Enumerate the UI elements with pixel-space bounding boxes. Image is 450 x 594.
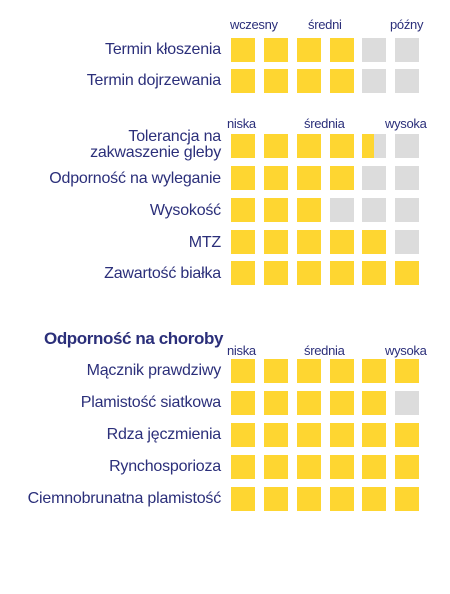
rating-cell-filled xyxy=(330,38,354,62)
rating-cell-filled xyxy=(264,198,288,222)
row-label-barley-rust: Rdza jęczmienia xyxy=(106,426,222,443)
rating-cell-filled xyxy=(395,359,419,383)
rating-cell-filled xyxy=(231,166,255,190)
rating-cell-empty xyxy=(362,166,386,190)
rating-cell-filled xyxy=(264,455,288,479)
rating-cell-empty xyxy=(362,198,386,222)
timing-scale-high: późny xyxy=(390,17,424,32)
rating-cell-filled xyxy=(231,134,255,158)
rating-cell-empty xyxy=(395,230,419,254)
rating-cell-filled xyxy=(231,198,255,222)
disease-scale-mid: średnia xyxy=(304,343,345,358)
rating-cell-filled xyxy=(330,69,354,93)
row-label-acid-tolerance-line1: Tolerancja na xyxy=(128,128,221,145)
rating-cell-filled xyxy=(330,230,354,254)
rating-cell-filled xyxy=(330,134,354,158)
rating-cell-filled xyxy=(395,487,419,511)
rating-cell-empty xyxy=(395,198,419,222)
rating-cell-filled xyxy=(362,391,386,415)
rating-cell-filled xyxy=(362,230,386,254)
disease-scale-low: niska xyxy=(227,343,256,358)
rating-cell-filled xyxy=(362,261,386,285)
rating-cell-filled xyxy=(362,455,386,479)
rating-cell-empty xyxy=(362,38,386,62)
rating-cell-filled xyxy=(264,230,288,254)
rating-cell-partial xyxy=(362,134,386,158)
row-label-scald: Rynchosporioza xyxy=(109,458,221,475)
rating-cell-filled xyxy=(297,455,321,479)
rating-cell-filled xyxy=(395,455,419,479)
disease-scale-high: wysoka xyxy=(385,343,427,358)
rating-cell-empty xyxy=(395,134,419,158)
row-label-protein: Zawartość białka xyxy=(104,265,221,282)
rating-cell-filled xyxy=(330,423,354,447)
rating-cell-empty xyxy=(362,69,386,93)
rating-cell-empty xyxy=(395,38,419,62)
rating-cell-filled xyxy=(231,38,255,62)
timing-scale-low: wczesny xyxy=(230,17,278,32)
row-label-net-blotch: Plamistość siatkowa xyxy=(80,394,221,411)
traits-scale-low: niska xyxy=(227,116,256,131)
rating-cell-filled xyxy=(297,487,321,511)
rating-cell-filled xyxy=(297,423,321,447)
rating-cell-filled xyxy=(362,423,386,447)
rating-cell-filled xyxy=(330,391,354,415)
rating-cell-filled xyxy=(264,359,288,383)
rating-cell-filled xyxy=(264,423,288,447)
rating-cell-filled xyxy=(297,198,321,222)
row-label-mtz: MTZ xyxy=(188,234,221,251)
rating-cell-filled xyxy=(330,166,354,190)
rating-cell-filled xyxy=(264,69,288,93)
rating-cell-filled xyxy=(297,230,321,254)
rating-cell-filled xyxy=(362,487,386,511)
rating-cell-filled xyxy=(231,455,255,479)
rating-cell-empty xyxy=(330,198,354,222)
rating-cell-filled xyxy=(231,423,255,447)
disease-section-title: Odporność na choroby xyxy=(44,329,224,348)
rating-cell-filled xyxy=(231,261,255,285)
rating-cell-filled xyxy=(297,69,321,93)
rating-cell-filled xyxy=(297,261,321,285)
row-label-net-blotch-dark: Ciemnobrunatna plamistość xyxy=(27,490,222,507)
rating-cell-filled xyxy=(297,391,321,415)
rating-cell-filled xyxy=(395,423,419,447)
row-label-heading-time: Termin kłoszenia xyxy=(105,41,221,58)
rating-cell-filled xyxy=(264,166,288,190)
rating-cell-empty xyxy=(395,391,419,415)
rating-cell-filled xyxy=(330,487,354,511)
rating-cell-filled xyxy=(330,359,354,383)
row-label-maturity-time: Termin dojrzewania xyxy=(86,72,221,89)
rating-cell-empty xyxy=(395,166,419,190)
rating-cell-filled xyxy=(297,359,321,383)
rating-cell-filled xyxy=(264,38,288,62)
rating-cell-filled xyxy=(297,38,321,62)
rating-cell-filled xyxy=(264,261,288,285)
timing-scale-mid: średni xyxy=(308,17,342,32)
rating-cell-filled xyxy=(231,487,255,511)
rating-cell-filled xyxy=(264,134,288,158)
rating-cell-filled xyxy=(231,359,255,383)
rating-cell-filled xyxy=(231,69,255,93)
rating-cell-filled xyxy=(330,455,354,479)
rating-cell-filled xyxy=(231,230,255,254)
row-label-powdery-mildew: Mącznik prawdziwy xyxy=(86,362,222,379)
rating-cell-filled xyxy=(297,166,321,190)
rating-cell-filled xyxy=(362,359,386,383)
rating-cell-filled xyxy=(395,261,419,285)
row-label-height: Wysokość xyxy=(149,202,221,219)
traits-scale-high: wysoka xyxy=(385,116,427,131)
rating-cell-filled xyxy=(264,391,288,415)
rating-cell-filled xyxy=(231,391,255,415)
rating-cell-filled xyxy=(264,487,288,511)
rating-cell-filled xyxy=(297,134,321,158)
row-label-acid-tolerance-line2: zakwaszenie gleby xyxy=(90,144,221,161)
rating-cell-empty xyxy=(395,69,419,93)
rating-cell-filled xyxy=(330,261,354,285)
row-label-lodging-resistance: Odporność na wyleganie xyxy=(49,170,221,187)
traits-scale-mid: średnia xyxy=(304,116,345,131)
